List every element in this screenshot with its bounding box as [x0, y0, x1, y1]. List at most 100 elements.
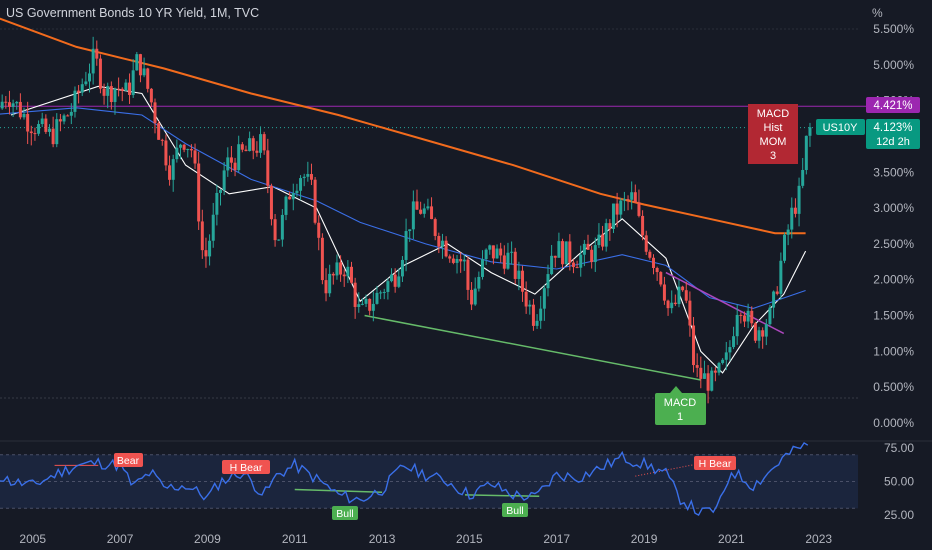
candle [178, 144, 182, 148]
candle [386, 281, 390, 292]
candle [229, 157, 233, 163]
candle [513, 251, 517, 279]
candle [528, 304, 532, 307]
candle [480, 259, 484, 277]
svg-text:Bear: Bear [117, 455, 140, 467]
candle [397, 276, 401, 287]
svg-text:H Bear: H Bear [230, 462, 263, 474]
y-tick-label: 1.000% [873, 344, 914, 358]
svg-text:Bull: Bull [506, 505, 524, 517]
candle [211, 214, 215, 241]
candle [237, 144, 241, 171]
candle [797, 185, 801, 214]
candle [571, 262, 575, 268]
candle [721, 359, 725, 364]
candle [568, 241, 572, 263]
candle [772, 291, 776, 308]
candle [222, 170, 226, 191]
candle [601, 234, 605, 247]
candle [182, 144, 186, 150]
candle [375, 292, 379, 304]
candle [713, 370, 717, 373]
candle [142, 68, 146, 76]
candle [706, 373, 710, 391]
candle [459, 258, 463, 262]
rsi-line [0, 441, 809, 517]
candle [80, 84, 84, 93]
candle [328, 273, 332, 294]
candle [597, 234, 601, 246]
candle [615, 203, 619, 215]
candle [440, 240, 444, 247]
y-tick-label: 2.000% [873, 273, 914, 287]
candle [590, 249, 594, 263]
candle [291, 193, 295, 200]
candle [131, 70, 135, 95]
candle [782, 234, 786, 261]
candle [633, 192, 637, 203]
candle [306, 174, 310, 177]
candle [619, 200, 623, 215]
candle [470, 289, 474, 305]
candle [102, 88, 106, 96]
candle [33, 133, 37, 135]
ma-orange-line [0, 17, 806, 235]
candle [73, 90, 77, 112]
candle [189, 149, 193, 151]
candle [611, 203, 615, 229]
rsi-y-tick-label: 50.00 [884, 475, 914, 489]
candle [95, 48, 99, 59]
macd-bull-line-2: 1 [677, 411, 683, 423]
x-tick-label: 2007 [107, 532, 134, 546]
x-tick-label: 2023 [805, 532, 832, 546]
candle [244, 149, 248, 152]
rsi-bull-label-2: Bull [502, 503, 528, 517]
macd-bear-line-3: MOM [760, 136, 787, 148]
x-tick-label: 2017 [543, 532, 570, 546]
candle [666, 300, 670, 309]
candle [695, 365, 699, 368]
x-tick-label: 2019 [631, 532, 658, 546]
candle [168, 165, 172, 180]
candle [284, 196, 288, 215]
candle [655, 268, 659, 273]
candle [15, 101, 19, 104]
candle [22, 113, 26, 118]
candle [779, 260, 783, 294]
candle [550, 255, 554, 275]
candle [157, 123, 161, 140]
candle [717, 363, 721, 373]
candle [644, 235, 648, 252]
candle [702, 373, 706, 379]
candle [710, 370, 714, 391]
candle [732, 336, 736, 348]
candle [106, 86, 110, 96]
candle [404, 231, 408, 260]
candle [248, 138, 252, 152]
candle [320, 237, 324, 281]
candle [117, 88, 121, 90]
candle [171, 159, 175, 180]
candle [593, 245, 597, 263]
candle [775, 291, 779, 294]
svg-text:H Bear: H Bear [699, 458, 732, 470]
candle [200, 221, 204, 251]
price-badge: US10Y 4.123% 12d 2h [816, 119, 920, 149]
x-tick-label: 2005 [19, 532, 46, 546]
rsi-hbear-label-2: H Bear [694, 456, 736, 470]
candle [466, 259, 470, 290]
candle [98, 58, 102, 89]
y-tick-label: 0.500% [873, 380, 914, 394]
x-tick-label: 2015 [456, 532, 483, 546]
candle [240, 144, 244, 150]
candle [408, 229, 412, 232]
candle [786, 229, 790, 235]
price-label: 4.123% [873, 122, 912, 134]
candle [564, 241, 568, 265]
candle [451, 258, 455, 263]
candle [368, 298, 372, 311]
candle [335, 262, 339, 276]
candle [801, 169, 805, 186]
y-tick-label: 5.500% [873, 22, 914, 36]
